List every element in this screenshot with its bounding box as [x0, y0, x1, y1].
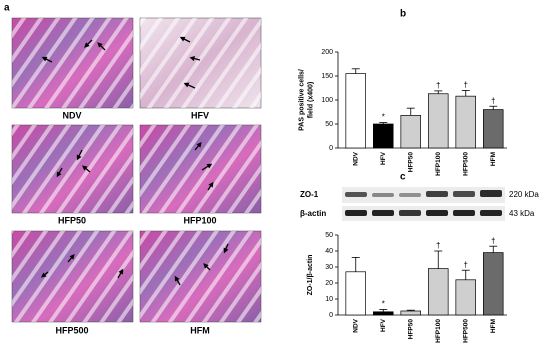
x-tick-label: NDV: [352, 151, 359, 165]
y-tick-label: 200: [321, 49, 333, 56]
blot-label: β-actin: [300, 209, 326, 218]
significance-marker: *: [382, 113, 385, 122]
image-label: NDV: [62, 110, 81, 120]
y-tick-label: 10: [325, 296, 333, 303]
y-tick-label: 150: [321, 73, 333, 80]
x-tick-label: HFP100: [435, 152, 442, 176]
significance-marker: †: [491, 96, 495, 105]
bar: [373, 311, 394, 316]
image-texture: [12, 125, 133, 213]
blot-size: 43 kDa: [509, 209, 535, 218]
significance-marker: †: [436, 241, 440, 250]
image-texture: [12, 231, 133, 322]
significance-marker: †: [464, 260, 468, 269]
significance-marker: *: [382, 300, 385, 309]
x-tick-label: HFP50: [407, 319, 414, 340]
bar: [400, 310, 422, 316]
image-texture: [140, 231, 261, 322]
y-tick-label: 0: [329, 312, 333, 319]
blot-strip: [342, 206, 505, 221]
x-tick-label: HFV: [380, 151, 387, 165]
x-tick-label: HFP500: [462, 319, 469, 343]
blot-size: 220 kDa: [509, 190, 539, 199]
image-label: HFM: [190, 325, 210, 335]
y-tick-label: 20: [325, 280, 333, 287]
image-texture: [140, 125, 261, 213]
bar: [373, 123, 394, 149]
y-tick-label: 50: [325, 121, 333, 128]
bar: [345, 271, 367, 316]
bar: [455, 95, 477, 149]
bar: [400, 115, 422, 149]
panel-label: c: [400, 172, 406, 183]
bar: [483, 252, 504, 316]
y-axis-label: ZO-1/β-actin: [307, 255, 314, 296]
x-tick-label: HFV: [380, 318, 387, 332]
x-tick-label: HFM: [490, 319, 497, 333]
panel-label: b: [400, 9, 406, 20]
x-tick-label: HFM: [490, 152, 497, 166]
western-blot: ZO-1 β-actin 220 kDa 43 kDa: [300, 187, 539, 221]
x-tick-label: NDV: [352, 318, 359, 332]
y-tick-label: 50: [325, 232, 333, 239]
significance-marker: †: [491, 236, 495, 245]
histology-images: [11, 17, 262, 323]
bar: [428, 268, 449, 316]
significance-marker: †: [436, 81, 440, 90]
bar: [455, 279, 477, 316]
blot-label: ZO-1: [300, 190, 319, 199]
y-tick-label: 30: [325, 264, 333, 271]
arrows: [40, 36, 229, 286]
significance-marker: †: [464, 81, 468, 90]
x-tick-label: HFP100: [435, 319, 442, 343]
bar: [428, 93, 449, 149]
blot-bands: [345, 190, 502, 216]
image-texture: [140, 18, 261, 108]
bar: [483, 109, 504, 149]
bar: [345, 73, 367, 149]
image-label: HFP50: [58, 215, 86, 225]
panel-label: a: [4, 3, 10, 14]
y-tick-label: 100: [321, 97, 333, 104]
y-tick-label: 40: [325, 248, 333, 255]
y-axis-label: PAS positive cells/: [298, 69, 305, 131]
x-tick-label: HFP500: [462, 152, 469, 176]
x-tick-label: HFP50: [407, 152, 414, 173]
y-axis-label: field (x400): [307, 82, 314, 119]
image-label: HFP100: [183, 215, 216, 225]
image-label: HFP500: [55, 325, 88, 335]
image-label: HFV: [191, 110, 209, 120]
y-tick-label: 0: [329, 145, 333, 152]
image-texture: [12, 18, 133, 108]
